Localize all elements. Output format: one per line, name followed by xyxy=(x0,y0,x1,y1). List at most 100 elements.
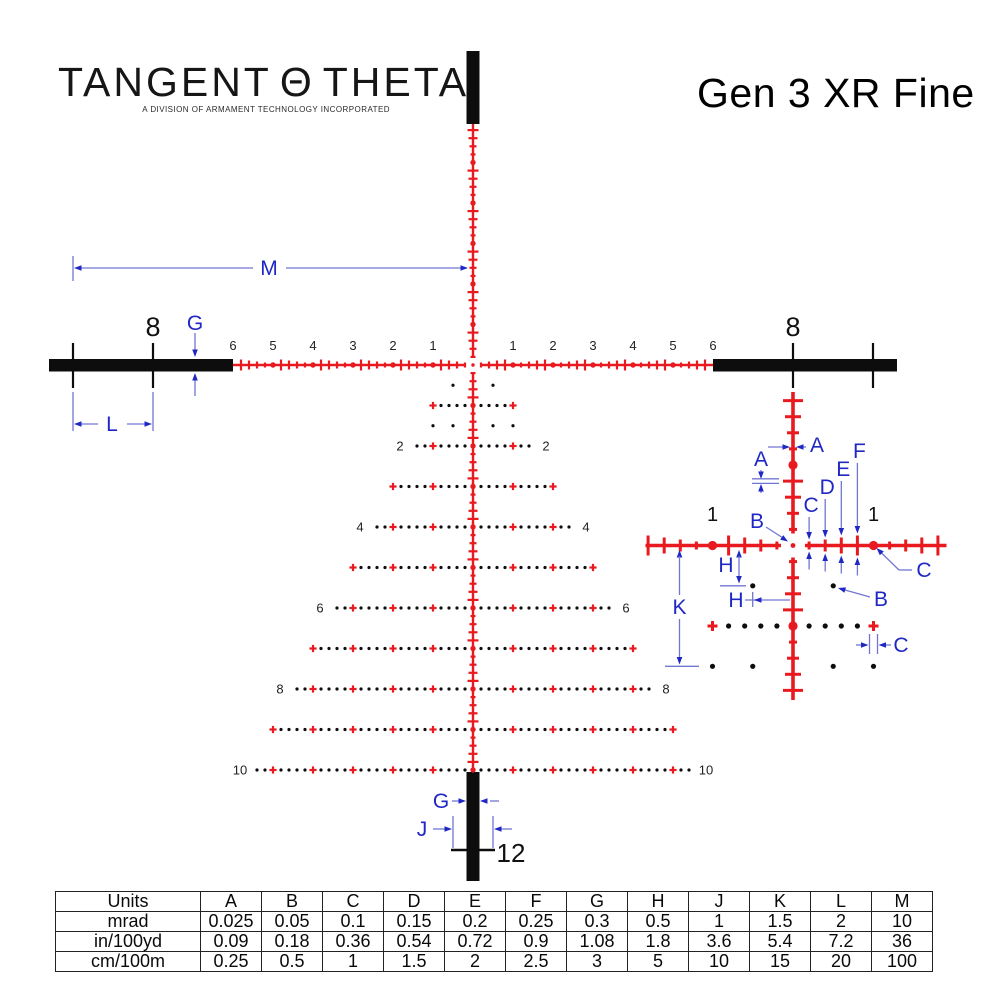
dimension-H-horiz: H xyxy=(728,589,790,612)
tree-row-number-right: 8 xyxy=(662,682,669,697)
table-header-cell: K xyxy=(749,891,811,912)
h-scale-number-left: 6 xyxy=(229,338,236,353)
dimension-H-vert: H xyxy=(718,550,746,587)
dimension-J: J xyxy=(417,816,512,848)
dim-label-D: D xyxy=(820,476,835,499)
right-bar xyxy=(713,359,897,372)
tree-row-number-right: 2 xyxy=(542,439,549,454)
h-scale-number-right: 2 xyxy=(549,338,556,353)
table-header-cell: E xyxy=(444,891,506,912)
h-scale-number-right: 3 xyxy=(589,338,596,353)
table-header-cell: M xyxy=(871,891,933,912)
table-value-cell: 0.72 xyxy=(444,931,506,952)
table-value-cell: 1.5 xyxy=(383,951,445,972)
table-value-cell: 0.1 xyxy=(322,911,384,932)
h-scale-number-right: 1 xyxy=(509,338,516,353)
dim-label-G2: G xyxy=(433,790,449,813)
tree-row-number-left: 2 xyxy=(396,439,403,454)
h-scale-number-right: 5 xyxy=(669,338,676,353)
table-value-cell: 10 xyxy=(871,911,933,932)
theta-icon: Θ xyxy=(279,59,315,105)
dimension-A-left: A xyxy=(752,448,779,493)
bottom-12-label: 12 xyxy=(497,838,526,868)
table-header-cell: Units xyxy=(55,891,201,912)
table-value-cell: 1 xyxy=(322,951,384,972)
table-value-cell: 3.6 xyxy=(688,931,750,952)
tree-row-number-right: 6 xyxy=(622,601,629,616)
table-row: in/100yd 0.09 0.18 0.36 0.54 0.72 0.9 1.08 1.8 3.… xyxy=(55,931,933,952)
posts-and-bars xyxy=(49,51,897,881)
table-value-cell: 0.54 xyxy=(383,931,445,952)
detail-view xyxy=(645,392,947,700)
table-header-cell: G xyxy=(566,891,628,912)
dim-label-J: J xyxy=(417,818,428,841)
table-value-cell: 1 xyxy=(688,911,750,932)
h-scale-number-left: 1 xyxy=(429,338,436,353)
dimension-M: M xyxy=(72,256,468,281)
table-value-cell: 100 xyxy=(871,951,933,972)
table-value-cell: 0.5 xyxy=(261,951,323,972)
table-value-cell: 0.25 xyxy=(505,911,567,932)
table-header-cell: F xyxy=(505,891,567,912)
table-value-cell: 5.4 xyxy=(749,931,811,952)
table-header-cell: J xyxy=(688,891,750,912)
dimension-C-plus: C xyxy=(856,634,909,657)
dimension-C-dot: C xyxy=(876,548,932,582)
table-unit-cell: in/100yd xyxy=(55,931,201,952)
table-value-cell: 0.9 xyxy=(505,931,567,952)
dim-label-K: K xyxy=(672,596,686,619)
dim-label-F: F xyxy=(853,440,866,463)
brand-logo: TANGENT Θ THETA A DIVISION OF ARMAMENT TEC… xyxy=(58,59,469,115)
dimension-K: K xyxy=(665,550,699,667)
dim-label-B-center: B xyxy=(750,510,764,533)
table-value-cell: 2.5 xyxy=(505,951,567,972)
brand-word-tangent: TANGENT xyxy=(58,59,272,105)
dim-label-B-dot: B xyxy=(874,588,888,611)
left-bar-8-label: 8 xyxy=(145,312,160,342)
table-value-cell: 0.3 xyxy=(566,911,628,932)
dimension-B-center: B xyxy=(750,510,788,542)
table-value-cell: 0.15 xyxy=(383,911,445,932)
table-value-cell: 0.2 xyxy=(444,911,506,932)
tree-row-number-right: 10 xyxy=(699,763,713,778)
h-scale-number-left: 5 xyxy=(269,338,276,353)
table-value-cell: 0.18 xyxy=(261,931,323,952)
h-scale-number-right: 6 xyxy=(709,338,716,353)
dimension-G-left: G xyxy=(187,312,203,396)
h-scale-number-left: 4 xyxy=(309,338,316,353)
dimension-G-bottom: G xyxy=(433,790,499,813)
table-value-cell: 20 xyxy=(810,951,872,972)
right-bar-8-label: 8 xyxy=(785,312,800,342)
dim-label-M: M xyxy=(260,257,278,280)
table-value-cell: 1.08 xyxy=(566,931,628,952)
table-row: mrad 0.025 0.05 0.1 0.15 0.2 0.25 0.3 0.5 1 1.5 2 10 xyxy=(55,911,933,932)
dim-label-H-horiz: H xyxy=(728,589,743,612)
h-scale-number-left: 3 xyxy=(349,338,356,353)
table-value-cell: 2 xyxy=(444,951,506,972)
table-value-cell: 0.09 xyxy=(200,931,262,952)
table-header-cell: L xyxy=(810,891,872,912)
tree-row-number-left: 6 xyxy=(316,601,323,616)
table-value-cell: 5 xyxy=(627,951,689,972)
table-value-cell: 0.5 xyxy=(627,911,689,932)
page-title: Gen 3 XR Fine xyxy=(697,70,975,116)
table-value-cell: 0.36 xyxy=(322,931,384,952)
table-value-cell: 2 xyxy=(810,911,872,932)
table-value-cell: 15 xyxy=(749,951,811,972)
table-header-cell: C xyxy=(322,891,384,912)
tree-row-number-left: 4 xyxy=(356,520,363,535)
dim-label-C-plus: C xyxy=(893,634,908,657)
dim-label-C: C xyxy=(804,494,819,517)
table-header-cell: D xyxy=(383,891,445,912)
dim-label-G: G xyxy=(187,312,203,335)
brand-subtitle: A DIVISION OF ARMAMENT TECHNOLOGY INCORP… xyxy=(142,105,390,114)
dim-label-H-vert: H xyxy=(718,554,733,577)
left-bar xyxy=(49,359,233,372)
bottom-post xyxy=(466,772,480,881)
top-post xyxy=(466,51,480,124)
